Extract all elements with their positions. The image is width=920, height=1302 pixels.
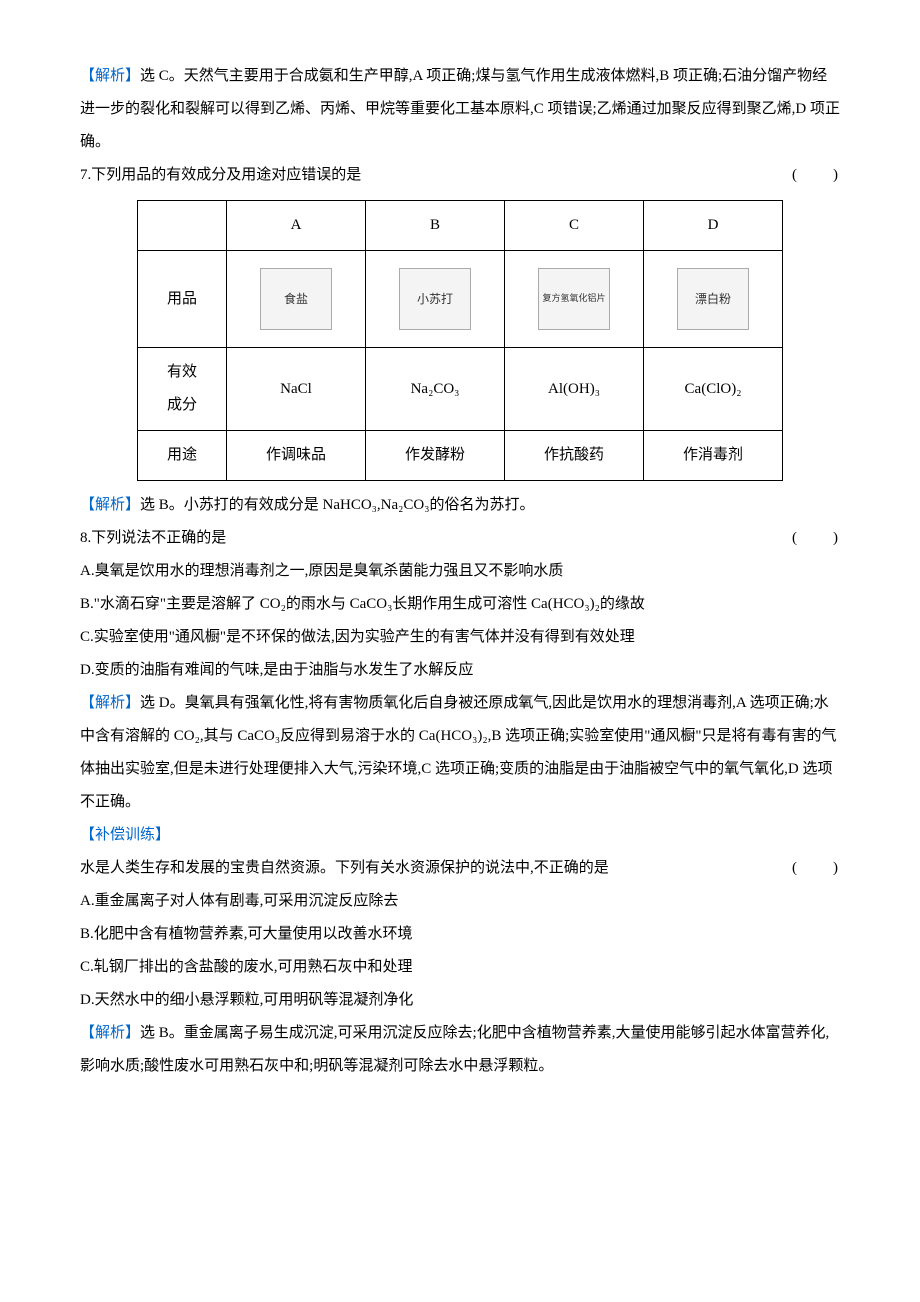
q8-d: D.变质的油脂有难闻的气味,是由于油脂与水发生了水解反应	[80, 654, 840, 687]
product-b: 小苏打	[366, 251, 505, 348]
table-component-row: 有效 成分 NaCl Na₂CO₃ Al(OH)₃ Ca(ClO)₂	[138, 348, 783, 431]
supplement-a: A.重金属离子对人体有剧毒,可采用沉淀反应除去	[80, 885, 840, 918]
baking-soda-icon: 小苏打	[399, 268, 471, 330]
q7-stem-line: 7.下列用品的有效成分及用途对应错误的是 ( )	[80, 159, 840, 192]
q8-stem-line: 8.下列说法不正确的是 ( )	[80, 522, 840, 555]
table-use-row: 用途 作调味品 作发酵粉 作抗酸药 作消毒剂	[138, 431, 783, 481]
q7-analysis-text: 选 B。小苏打的有效成分是 NaHCO₃,Na₂CO₃的俗名为苏打。	[140, 497, 534, 513]
analysis-label: 【解析】	[80, 68, 140, 84]
q8-stem: 8.下列说法不正确的是	[80, 522, 792, 555]
analysis-label: 【解析】	[80, 1025, 140, 1041]
supplement-d: D.天然水中的细小悬浮颗粒,可用明矾等混凝剂净化	[80, 984, 840, 1017]
use-c: 作抗酸药	[505, 431, 644, 481]
supplement-c: C.轧钢厂排出的含盐酸的废水,可用熟石灰中和处理	[80, 951, 840, 984]
row-use-label: 用途	[138, 431, 227, 481]
q8-b: B."水滴石穿"主要是溶解了 CO₂的雨水与 CaCO₃长期作用生成可溶性 Ca…	[80, 588, 840, 621]
q7-stem: 7.下列用品的有效成分及用途对应错误的是	[80, 159, 792, 192]
supplement-blank: ( )	[792, 852, 840, 885]
col-a: A	[227, 201, 366, 251]
comp-a: NaCl	[227, 348, 366, 431]
analysis-label: 【解析】	[80, 497, 140, 513]
q8-c: C.实验室使用"通风橱"是不环保的做法,因为实验产生的有害气体并没有得到有效处理	[80, 621, 840, 654]
q7-table: A B C D 用品 食盐 小苏打 复方氢氧化铝片 漂白粉 有效 成分 NaCl…	[137, 200, 783, 481]
salt-icon: 食盐	[260, 268, 332, 330]
use-d: 作消毒剂	[644, 431, 783, 481]
use-b: 作发酵粉	[366, 431, 505, 481]
supplement-stem: 水是人类生存和发展的宝贵自然资源。下列有关水资源保护的说法中,不正确的是	[80, 852, 792, 885]
use-a: 作调味品	[227, 431, 366, 481]
q8-analysis: 【解析】选 D。臭氧具有强氧化性,将有害物质氧化后自身被还原成氧气,因此是饮用水…	[80, 687, 840, 819]
q8-a: A.臭氧是饮用水的理想消毒剂之一,原因是臭氧杀菌能力强且又不影响水质	[80, 555, 840, 588]
comp-b: Na₂CO₃	[366, 348, 505, 431]
aloh3-icon: 复方氢氧化铝片	[538, 268, 610, 330]
q8-blank: ( )	[792, 522, 840, 555]
product-c: 复方氢氧化铝片	[505, 251, 644, 348]
q7-blank: ( )	[792, 159, 840, 192]
supplement-analysis: 【解析】选 B。重金属离子易生成沉淀,可采用沉淀反应除去;化肥中含植物营养素,大…	[80, 1017, 840, 1083]
col-d: D	[644, 201, 783, 251]
analysis-label: 【解析】	[80, 695, 140, 711]
comp-d: Ca(ClO)₂	[644, 348, 783, 431]
header-blank	[138, 201, 227, 251]
q7-analysis: 【解析】选 B。小苏打的有效成分是 NaHCO₃,Na₂CO₃的俗名为苏打。	[80, 489, 840, 522]
product-a: 食盐	[227, 251, 366, 348]
supplement-stem-line: 水是人类生存和发展的宝贵自然资源。下列有关水资源保护的说法中,不正确的是 ( )	[80, 852, 840, 885]
row-product-label: 用品	[138, 251, 227, 348]
q8-analysis-text: 选 D。臭氧具有强氧化性,将有害物质氧化后自身被还原成氧气,因此是饮用水的理想消…	[80, 695, 837, 810]
q6-analysis-text: 选 C。天然气主要用于合成氨和生产甲醇,A 项正确;煤与氢气作用生成液体燃料,B…	[80, 68, 840, 150]
row-component-label: 有效 成分	[138, 348, 227, 431]
q6-analysis: 【解析】选 C。天然气主要用于合成氨和生产甲醇,A 项正确;煤与氢气作用生成液体…	[80, 60, 840, 159]
col-c: C	[505, 201, 644, 251]
supplement-analysis-text: 选 B。重金属离子易生成沉淀,可采用沉淀反应除去;化肥中含植物营养素,大量使用能…	[80, 1025, 829, 1074]
supplement-label: 【补偿训练】	[80, 819, 840, 852]
col-b: B	[366, 201, 505, 251]
comp-c: Al(OH)₃	[505, 348, 644, 431]
table-product-row: 用品 食盐 小苏打 复方氢氧化铝片 漂白粉	[138, 251, 783, 348]
supplement-b: B.化肥中含有植物营养素,可大量使用以改善水环境	[80, 918, 840, 951]
bleach-icon: 漂白粉	[677, 268, 749, 330]
table-header-row: A B C D	[138, 201, 783, 251]
product-d: 漂白粉	[644, 251, 783, 348]
